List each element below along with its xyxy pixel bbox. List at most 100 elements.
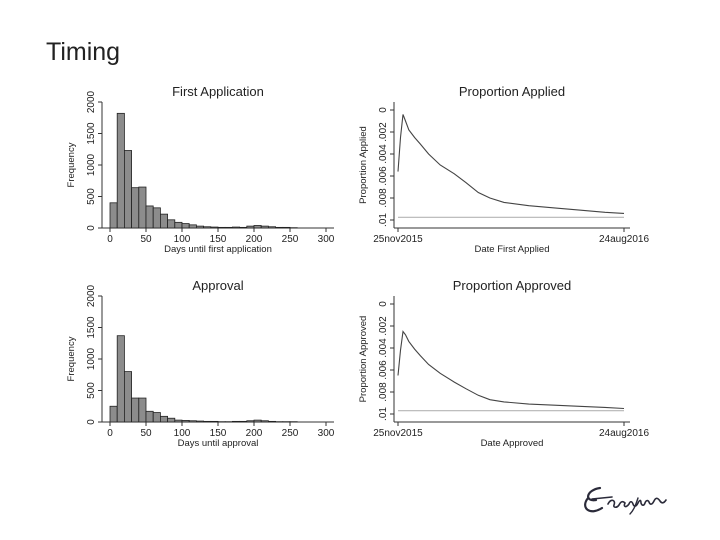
y-tick-label: .004 xyxy=(378,338,389,358)
histogram-bar xyxy=(160,415,169,423)
histogram-bar xyxy=(109,202,118,229)
x-tick-label: 250 xyxy=(282,234,299,245)
x-tick-label: 200 xyxy=(246,234,263,245)
histogram-bar xyxy=(282,226,291,229)
histogram-bar xyxy=(131,187,140,229)
histogram-bar xyxy=(246,420,255,423)
x-axis-label: Days until approval xyxy=(178,438,259,449)
x-tick-label: 100 xyxy=(174,234,191,245)
x-tick-label: 25nov2015 xyxy=(373,428,423,439)
x-tick-label: 200 xyxy=(246,428,263,439)
x-tick-label: 24aug2016 xyxy=(599,428,649,439)
histogram-bar xyxy=(174,419,183,423)
y-axis-label: Frequency xyxy=(66,142,77,187)
erasmus-logo-icon xyxy=(584,486,667,515)
histogram-bar xyxy=(217,226,226,229)
x-tick-label: 0 xyxy=(107,234,113,245)
series-line-proportion xyxy=(397,330,625,410)
histogram-bar xyxy=(231,226,240,229)
histogram-bar xyxy=(203,226,212,229)
histogram-bar xyxy=(145,205,154,229)
histogram-bar xyxy=(116,112,125,229)
histogram-bar xyxy=(188,224,197,229)
x-tick-label: 24aug2016 xyxy=(599,234,649,245)
histogram-bar xyxy=(195,225,204,229)
histogram-bar xyxy=(275,226,284,229)
chart-title: Proportion Approved xyxy=(453,278,572,293)
y-tick-label: .006 xyxy=(378,360,389,380)
y-tick-label: 1000 xyxy=(86,153,97,176)
histogram-bar xyxy=(203,420,212,423)
x-tick-label: 50 xyxy=(140,428,152,439)
histogram-bar xyxy=(124,371,133,423)
y-tick-label: 0 xyxy=(378,301,389,307)
x-axis-label: Date Approved xyxy=(481,438,544,449)
histogram-bar xyxy=(152,412,161,423)
histogram-bar xyxy=(109,405,118,423)
x-tick-label: 25nov2015 xyxy=(373,234,423,245)
line-chart-proportion-approved: Proportion Approved 0 .002 .004 .006 .008 .01 2… xyxy=(358,278,649,449)
y-tick-label: 1500 xyxy=(86,122,97,145)
x-tick-label: 50 xyxy=(140,234,152,245)
histogram-bar xyxy=(195,420,204,423)
y-tick-label: .01 xyxy=(378,213,389,227)
histogram-bar xyxy=(174,221,183,229)
histogram-bar xyxy=(267,226,276,229)
histogram-bar xyxy=(181,223,190,229)
histogram-bar xyxy=(260,225,269,229)
y-tick-label: 1500 xyxy=(86,316,97,339)
histogram-bar xyxy=(138,397,147,423)
histogram-bar xyxy=(253,225,262,229)
y-tick-label: 1000 xyxy=(86,347,97,370)
histogram-bar xyxy=(124,150,133,229)
series-line-proportion xyxy=(397,114,625,214)
y-tick-label: 0 xyxy=(86,225,97,231)
x-tick-label: 0 xyxy=(107,428,113,439)
x-tick-label: 100 xyxy=(174,428,191,439)
histogram-bar xyxy=(246,225,255,229)
histogram-bar xyxy=(210,226,219,229)
histogram-bar xyxy=(239,226,248,229)
histogram-bar xyxy=(116,335,125,423)
y-tick-label: .008 xyxy=(378,188,389,208)
histogram-bar xyxy=(260,420,269,423)
y-tick-label: 2000 xyxy=(86,90,97,113)
x-axis-label: Date First Applied xyxy=(475,244,550,255)
x-tick-label: 150 xyxy=(210,234,227,245)
histogram-bar xyxy=(152,207,161,229)
y-tick-label: 0 xyxy=(86,419,97,425)
chart-title: Approval xyxy=(192,278,243,293)
y-tick-label: .006 xyxy=(378,166,389,186)
x-tick-label: 300 xyxy=(318,428,335,439)
histogram-bar xyxy=(181,420,190,423)
histogram-bar xyxy=(131,397,140,423)
y-tick-label: .01 xyxy=(378,407,389,421)
y-tick-label: 0 xyxy=(378,107,389,113)
histogram-bar xyxy=(239,420,248,423)
histogram-bar xyxy=(231,420,240,423)
y-tick-label: .008 xyxy=(378,382,389,402)
histogram-bar xyxy=(253,419,262,423)
chart-title: First Application xyxy=(172,84,264,99)
x-axis-label: Days until first application xyxy=(164,244,272,255)
x-tick-label: 250 xyxy=(282,428,299,439)
y-tick-label: 500 xyxy=(86,188,97,205)
histogram-bar xyxy=(210,420,219,423)
histogram-bar xyxy=(160,213,169,229)
y-axis-label: Frequency xyxy=(66,336,77,381)
x-tick-label: 300 xyxy=(318,234,335,245)
y-tick-label: 2000 xyxy=(86,284,97,307)
chart-title: Proportion Applied xyxy=(459,84,565,99)
y-tick-label: 500 xyxy=(86,382,97,399)
y-axis-label: Proportion Applied xyxy=(358,126,369,204)
histogram-bar xyxy=(188,420,197,423)
slide-title: Timing xyxy=(46,38,121,66)
y-axis-label: Proportion Approved xyxy=(358,316,369,403)
histogram-bar xyxy=(145,410,154,423)
line-chart-proportion-applied: Proportion Applied 0 .002 .004 .006 .008 .01 25… xyxy=(358,84,649,255)
histogram-bar xyxy=(138,186,147,229)
y-tick-label: .002 xyxy=(378,316,389,336)
histogram-bar xyxy=(167,219,176,229)
histogram-bar xyxy=(267,420,276,423)
histogram-approval: Approval 0 500 1000 1500 2000 0 50 100 150 200 250 3… xyxy=(66,278,335,449)
